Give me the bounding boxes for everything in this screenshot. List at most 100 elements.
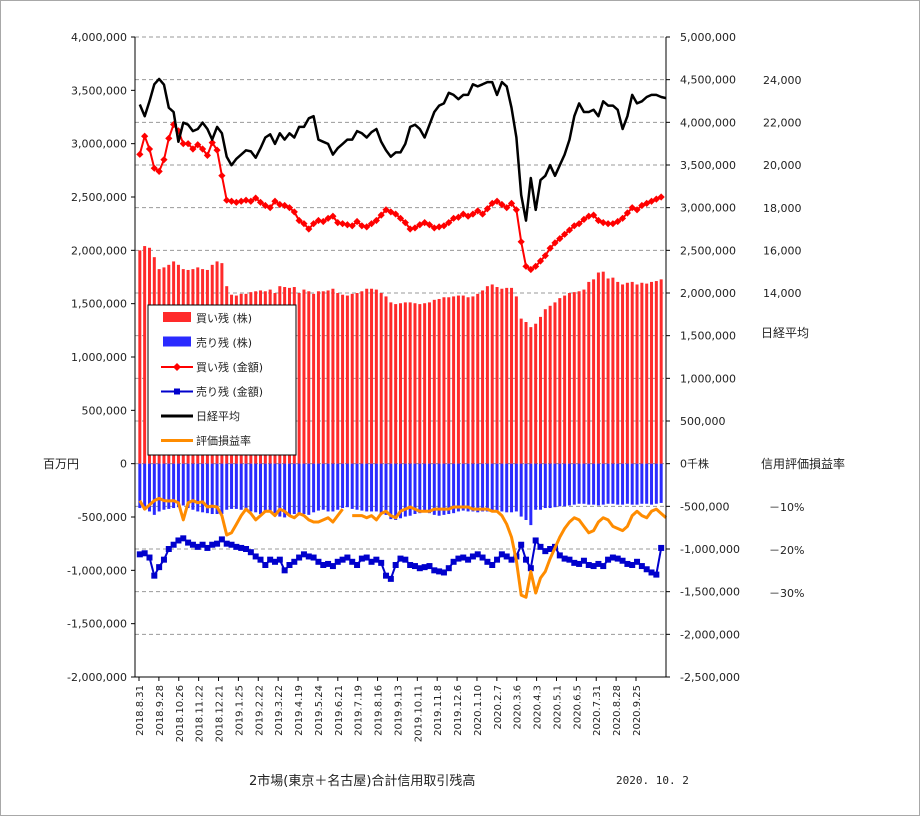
buy-amount-marker bbox=[319, 217, 327, 226]
sell-amount-marker bbox=[199, 541, 206, 548]
sell-shares-bar bbox=[621, 463, 625, 505]
buy-shares-bar bbox=[616, 281, 620, 464]
sell-shares-bar bbox=[273, 463, 277, 514]
legend-label: 売り残 (金額) bbox=[196, 385, 263, 399]
left-tick-label: 1,500,000 bbox=[71, 298, 127, 311]
buy-amount-marker bbox=[198, 145, 207, 153]
buy-shares-bar bbox=[495, 287, 499, 464]
sell-shares-bar bbox=[283, 463, 287, 518]
right-tick-label: -1,500,000 bbox=[680, 586, 740, 599]
sell-shares-bar bbox=[350, 463, 354, 509]
right-tick-label: 0千株 bbox=[680, 457, 709, 471]
buy-amount-marker bbox=[377, 211, 385, 219]
sell-amount-marker bbox=[566, 556, 573, 563]
buy-shares-bar bbox=[302, 289, 306, 464]
buy-amount-marker bbox=[493, 197, 501, 205]
sell-amount-marker bbox=[397, 555, 404, 562]
sell-amount-marker bbox=[658, 544, 665, 551]
sell-amount-marker bbox=[228, 541, 235, 548]
x-tick-label: 2019.12.6 bbox=[453, 685, 464, 736]
buy-shares-bar bbox=[524, 322, 528, 464]
sell-shares-bar bbox=[355, 463, 359, 510]
sell-amount-marker bbox=[609, 554, 616, 561]
buy-shares-bar bbox=[389, 302, 393, 464]
sell-shares-bar bbox=[225, 463, 229, 510]
buy-shares-bar bbox=[341, 294, 345, 464]
buy-shares-bar bbox=[471, 296, 475, 464]
sell-shares-bar bbox=[292, 463, 296, 515]
buy-shares-bar bbox=[505, 287, 509, 464]
x-tick-label: 2020.7.31 bbox=[592, 685, 603, 736]
sell-amount-marker bbox=[373, 556, 380, 563]
right-tick-label: 5,000,000 bbox=[680, 31, 736, 44]
legend-label: 買い残 (株) bbox=[196, 311, 252, 325]
sell-amount-marker bbox=[262, 562, 269, 568]
sell-amount-marker bbox=[146, 554, 153, 561]
sell-amount-marker bbox=[624, 560, 631, 567]
right-axis-ticks: 5,000,000 4,500,000 4,000,000 3,500,000 3,00… bbox=[666, 31, 740, 684]
sell-amount-marker bbox=[315, 558, 322, 565]
series-lines bbox=[136, 77, 668, 599]
rate-axis-label: 信用評価損益率 bbox=[761, 456, 845, 471]
buy-shares-bar bbox=[143, 246, 147, 464]
sell-shares-bar bbox=[379, 463, 383, 514]
buy-amount-marker bbox=[488, 199, 496, 207]
buy-amount-marker bbox=[141, 132, 149, 140]
rate-tick-label: －30% bbox=[769, 587, 804, 600]
sell-amount-marker bbox=[276, 556, 283, 563]
sell-amount-marker bbox=[170, 541, 177, 548]
buy-amount-marker bbox=[305, 225, 313, 233]
buy-shares-bar bbox=[601, 271, 605, 464]
buy-shares-bar bbox=[326, 290, 330, 464]
buy-shares-bar bbox=[534, 323, 538, 464]
sell-shares-bar bbox=[548, 463, 552, 509]
buy-shares-bar bbox=[355, 293, 359, 464]
sell-amount-marker bbox=[151, 572, 158, 579]
sell-shares-bar bbox=[553, 463, 557, 508]
buy-amount-marker bbox=[546, 244, 554, 252]
buy-amount-marker bbox=[343, 221, 351, 229]
sell-shares-bar bbox=[625, 463, 629, 504]
sell-amount-marker bbox=[465, 556, 472, 563]
sell-shares-bar bbox=[447, 463, 451, 515]
buy-amount-marker bbox=[300, 220, 308, 228]
buy-shares-bar bbox=[621, 284, 625, 464]
x-tick-label: 2019.7.19 bbox=[354, 685, 365, 736]
sell-amount-marker bbox=[440, 569, 447, 576]
x-tick-label: 2020.4.3 bbox=[533, 685, 544, 730]
sell-shares-bar bbox=[500, 463, 504, 512]
buy-amount-marker bbox=[223, 196, 231, 204]
buy-amount-marker bbox=[503, 204, 511, 212]
buy-shares-bar bbox=[394, 304, 398, 464]
sell-amount-marker bbox=[267, 556, 274, 563]
sell-amount-marker bbox=[450, 558, 457, 565]
sell-shares-bar bbox=[471, 463, 475, 512]
buy-shares-bar bbox=[461, 295, 465, 464]
sell-shares-bar bbox=[152, 463, 156, 515]
chart-date: 2020. 10. 2 bbox=[616, 774, 689, 787]
nikkei-tick-label: 16,000 bbox=[763, 244, 802, 257]
buy-shares-bar bbox=[321, 291, 325, 464]
buy-amount-marker bbox=[532, 262, 540, 270]
sell-shares-bar bbox=[606, 463, 610, 504]
sell-shares-bar bbox=[220, 463, 224, 515]
x-tick-label: 2019.8.16 bbox=[374, 685, 385, 736]
buy-shares-bar bbox=[423, 303, 427, 464]
buy-amount-marker bbox=[396, 214, 405, 222]
legend-label: 買い残 (金額) bbox=[196, 360, 263, 374]
sell-amount-marker bbox=[426, 563, 433, 570]
sell-amount-marker bbox=[605, 556, 612, 563]
sell-shares-bar bbox=[374, 463, 378, 512]
buy-shares-bar bbox=[374, 289, 378, 464]
x-tick-label: 2020.3.6 bbox=[513, 685, 524, 730]
sell-amount-marker bbox=[300, 551, 307, 558]
buy-shares-bar bbox=[350, 293, 354, 464]
sell-amount-marker bbox=[136, 551, 143, 558]
sell-shares-bar bbox=[336, 463, 340, 510]
sell-amount-marker bbox=[141, 550, 148, 557]
sell-amount-marker bbox=[252, 553, 259, 560]
buy-shares-bar bbox=[437, 298, 441, 464]
x-tick-label: 2020.9.25 bbox=[632, 685, 643, 736]
sell-amount-marker bbox=[421, 564, 428, 571]
